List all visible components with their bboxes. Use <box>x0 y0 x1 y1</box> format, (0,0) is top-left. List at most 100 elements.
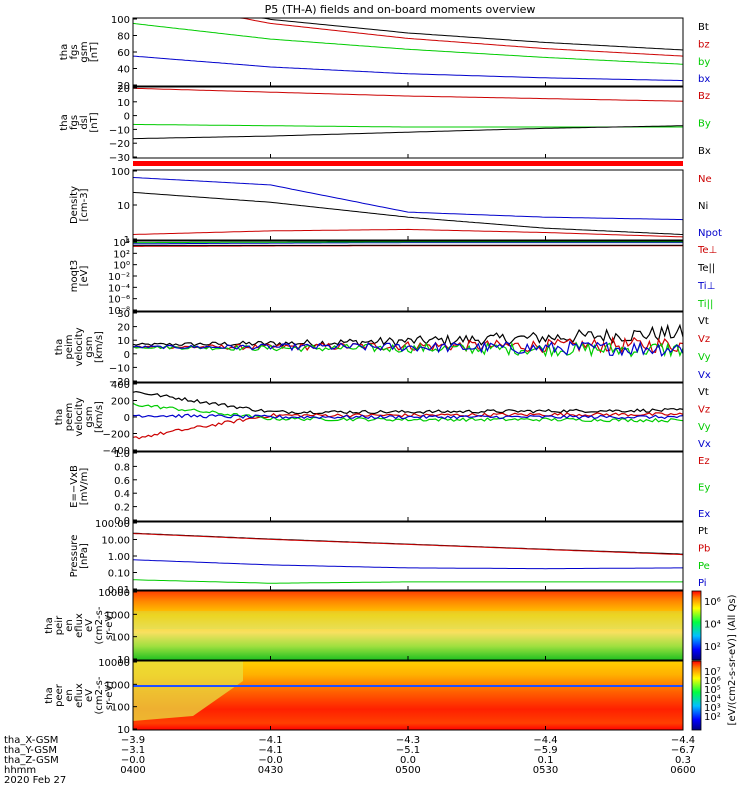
y-tick-label: 10 <box>117 725 130 736</box>
y-tick-label: 10² <box>113 249 130 260</box>
y-tick-label: 10⁰ <box>113 261 130 272</box>
y-axis-label: tha peim velocity gsm [km/s] <box>54 327 105 366</box>
panel-frame <box>132 521 684 591</box>
y-tick-label: 100 <box>111 633 130 644</box>
series-line-Pi <box>132 559 683 570</box>
series-line-Npot <box>132 177 684 221</box>
y-tick-label: 10⁻⁴ <box>108 283 130 294</box>
y-tick-label: 1000 <box>105 610 130 621</box>
legend-label-Pe: Pe <box>698 561 710 572</box>
legend-label-Bt: Bt <box>698 22 709 33</box>
series-line-Ne <box>132 228 684 238</box>
legend-label-Te||: Te|| <box>697 263 715 274</box>
legend-label-Vy: Vy <box>698 352 711 363</box>
y-axis-label-line: [mV/m] <box>79 468 90 506</box>
series-line-Pt <box>132 532 684 555</box>
y-tick-label: 100 <box>111 15 130 26</box>
y-tick-label: 30 <box>117 309 130 320</box>
y-tick-label: 400 <box>111 380 130 391</box>
y-axis-label-line: [nT] <box>89 112 100 132</box>
ephemeris-value: 0.3 <box>675 755 691 766</box>
legend-label-Pb: Pb <box>698 543 710 554</box>
y-tick-label: 40 <box>117 65 130 76</box>
ephemeris-row-label: tha_Z-GSM <box>4 755 59 766</box>
legend-label-Bx: Bx <box>698 146 711 157</box>
y-axis-label-line: (cm2-s- <box>94 606 105 644</box>
y-tick-label: 10 <box>117 98 130 109</box>
y-axis-label-line: tha <box>54 409 65 425</box>
y-tick-label: −30 <box>109 153 130 164</box>
y-axis-label-line: gsm <box>84 336 95 357</box>
y-tick-label: −200 <box>103 430 130 441</box>
ephemeris-value: 0.1 <box>538 755 554 766</box>
y-tick-label: 10⁻⁶ <box>108 295 130 306</box>
series-line-bz <box>133 17 684 57</box>
y-tick-label: 20 <box>117 84 130 95</box>
y-axis-label-line: Pressure <box>69 535 80 578</box>
y-axis-label-line: tha <box>54 339 65 355</box>
y-tick-label: 0.0 <box>114 516 130 527</box>
y-tick-label: 10000 <box>98 658 130 669</box>
y-tick-label: 0.10 <box>108 569 130 580</box>
series-line-Vx <box>132 413 684 420</box>
y-axis-label-line: eV <box>84 619 95 632</box>
y-axis-label-line: eV <box>84 689 95 702</box>
legend-label-by: by <box>698 57 710 68</box>
ephemeris-value: −0.0 <box>258 755 282 766</box>
legend-label-Npot: Npot <box>698 228 722 239</box>
colorbar <box>691 590 702 661</box>
colorbar-tick-label: 10² <box>704 712 721 723</box>
ephemeris-value: −4.4 <box>671 735 695 746</box>
series-line-Vt <box>132 390 684 415</box>
legend-label-Vz: Vz <box>698 404 710 415</box>
legend-label-Ne: Ne <box>698 174 712 185</box>
y-tick-label: 1000 <box>105 680 130 691</box>
series-line-Pe <box>133 579 683 584</box>
series-line-Vx <box>132 340 684 357</box>
y-axis-label-line: moqt3 <box>69 260 80 293</box>
series-line-Ti|| <box>133 241 683 244</box>
y-axis-label: tha peem velocity gsm [km/s] <box>54 397 105 436</box>
y-axis-label-line: peem <box>64 403 75 431</box>
colorbar-tick-label: 10⁶ <box>704 597 721 608</box>
legend-label-Vx: Vx <box>698 370 711 381</box>
y-tick-label: 10 <box>117 336 130 347</box>
y-tick-label: 0.4 <box>114 489 130 500</box>
y-tick-label: 1.0 <box>114 449 130 460</box>
panel-frame <box>132 240 684 312</box>
y-axis-label: E=−VxB [mV/m] <box>69 465 90 508</box>
y-axis-label: tha fgs gsm [nT] <box>59 41 100 62</box>
ephemeris-value: 0.0 <box>400 755 416 766</box>
y-tick-label: 10⁴ <box>113 238 130 249</box>
ephemeris-value: −4.4 <box>533 735 557 746</box>
y-axis-label-line: peim <box>64 334 75 359</box>
colorbar-label: [eV/(cm2-s-sr-eV)] (All Qs) <box>727 594 738 725</box>
y-tick-label: 0.6 <box>114 476 130 487</box>
y-axis-label-line: gsm <box>84 406 95 427</box>
y-axis-label-line: fgs <box>69 44 80 59</box>
series-line-by <box>132 22 684 65</box>
ephemeris-value: −6.7 <box>671 745 695 756</box>
y-tick-label: 20 <box>117 323 130 334</box>
ephemeris-value: −4.3 <box>396 735 420 746</box>
y-tick-label: 0.2 <box>114 503 130 514</box>
legend-label-Ni: Ni <box>698 201 708 212</box>
y-axis-label: Pressure [nPa] <box>69 535 90 578</box>
y-tick-label: 80 <box>117 32 130 43</box>
legend-label-Pt: Pt <box>698 526 708 537</box>
spectrogram-low-flux-region <box>133 661 243 721</box>
x-tick-label: 0400 <box>120 765 145 776</box>
colorbar <box>691 660 702 731</box>
y-tick-label: −20 <box>109 139 130 150</box>
figure-title: P5 (TH-A) fields and on-board moments ov… <box>265 3 536 16</box>
panel-frame <box>132 451 684 522</box>
ephemeris-value: −3.9 <box>121 735 145 746</box>
ephemeris-value: −5.1 <box>396 745 420 756</box>
y-axis-label-line: [eV] <box>79 266 90 287</box>
colorbar-tick-label: 10⁶ <box>704 676 721 687</box>
y-tick-label: 10⁻⁸ <box>108 306 130 317</box>
y-tick-label: 0.8 <box>114 462 130 473</box>
